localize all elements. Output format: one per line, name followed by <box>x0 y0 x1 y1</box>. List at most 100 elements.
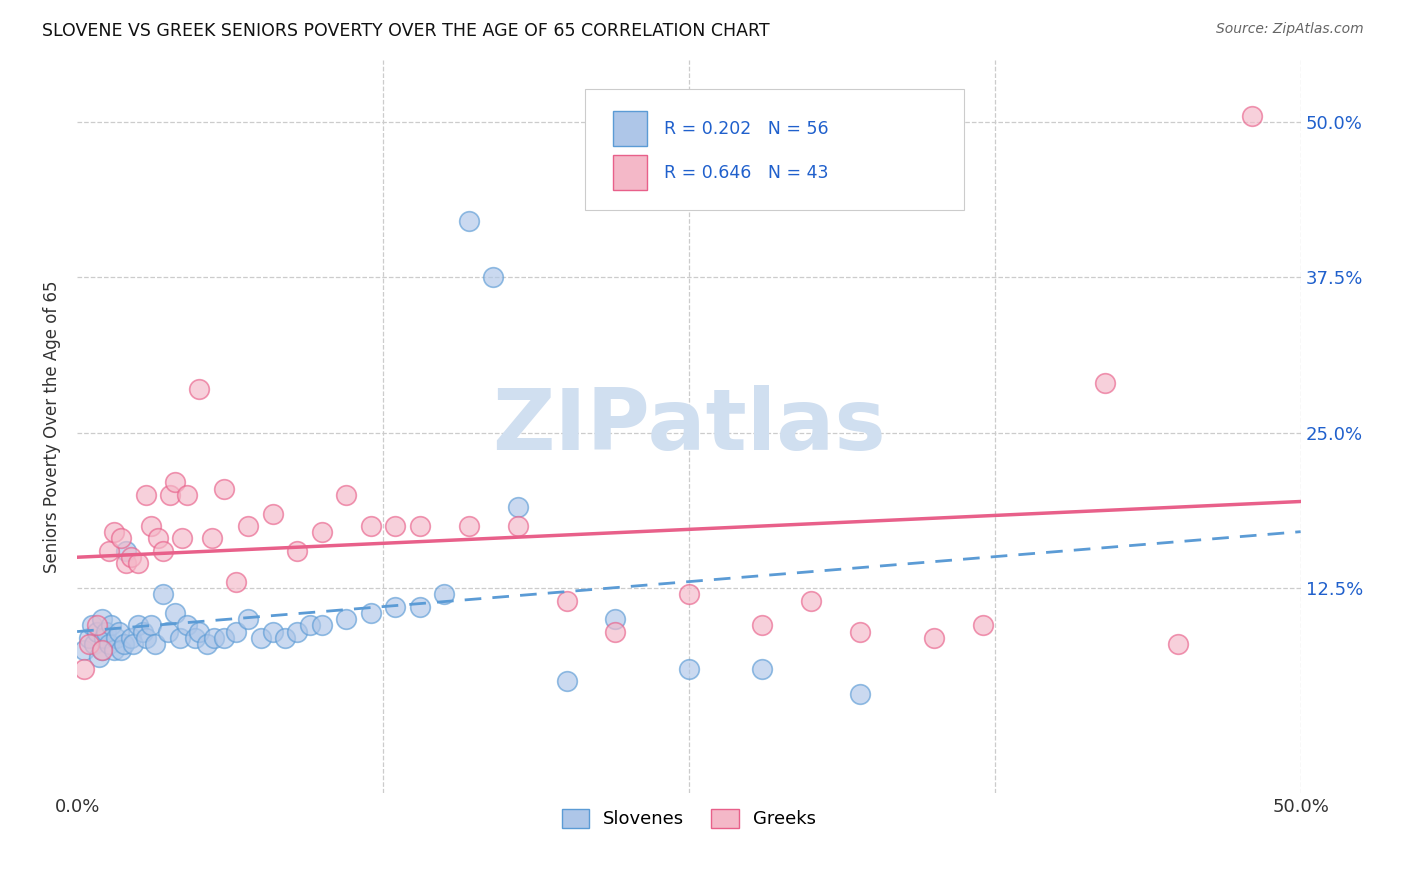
Point <box>360 519 382 533</box>
Point <box>311 618 333 632</box>
Point <box>238 612 260 626</box>
Point <box>800 593 823 607</box>
Point <box>115 556 138 570</box>
Point <box>169 631 191 645</box>
Point <box>73 643 96 657</box>
Point <box>212 631 235 645</box>
Point <box>922 631 945 645</box>
Point <box>163 606 186 620</box>
Point <box>87 649 110 664</box>
Point <box>457 519 479 533</box>
FancyBboxPatch shape <box>613 155 647 190</box>
Point <box>80 618 103 632</box>
Point <box>100 618 122 632</box>
Point <box>605 624 627 639</box>
Point <box>115 544 138 558</box>
Point <box>127 556 149 570</box>
Point <box>1094 376 1116 390</box>
Point <box>176 618 198 632</box>
Point <box>285 624 308 639</box>
Point <box>751 662 773 676</box>
Point <box>384 519 406 533</box>
Point <box>73 662 96 676</box>
Point <box>146 532 169 546</box>
Point <box>90 612 112 626</box>
Text: R = 0.646   N = 43: R = 0.646 N = 43 <box>665 163 830 182</box>
Point <box>176 488 198 502</box>
Point <box>86 624 108 639</box>
Point <box>122 637 145 651</box>
Point <box>225 574 247 589</box>
Point <box>159 488 181 502</box>
Point <box>163 475 186 490</box>
Text: Source: ZipAtlas.com: Source: ZipAtlas.com <box>1216 22 1364 37</box>
Point <box>107 624 129 639</box>
Point <box>90 643 112 657</box>
Point <box>506 500 529 515</box>
Point <box>90 643 112 657</box>
Point <box>97 544 120 558</box>
Point <box>96 624 118 639</box>
Point <box>172 532 194 546</box>
Point <box>482 270 505 285</box>
Point <box>408 599 430 614</box>
Point <box>139 519 162 533</box>
FancyBboxPatch shape <box>613 111 647 146</box>
Point <box>93 631 115 645</box>
Point <box>433 587 456 601</box>
Text: SLOVENE VS GREEK SENIORS POVERTY OVER THE AGE OF 65 CORRELATION CHART: SLOVENE VS GREEK SENIORS POVERTY OVER TH… <box>42 22 770 40</box>
Point <box>311 525 333 540</box>
Point <box>849 687 872 701</box>
Point <box>202 631 225 645</box>
Point <box>83 637 105 651</box>
Point <box>139 618 162 632</box>
Point <box>103 643 125 657</box>
Point <box>249 631 271 645</box>
Point <box>79 631 101 645</box>
Point <box>274 631 297 645</box>
Point <box>1240 109 1263 123</box>
Point <box>335 612 357 626</box>
Point <box>120 631 142 645</box>
Point <box>112 637 135 651</box>
Point <box>135 488 157 502</box>
Point <box>156 624 179 639</box>
Point <box>1167 637 1189 651</box>
Point <box>751 618 773 632</box>
Point <box>152 544 174 558</box>
Point <box>555 593 578 607</box>
Point <box>678 662 700 676</box>
Point <box>183 631 205 645</box>
Point <box>110 532 132 546</box>
Point <box>225 624 247 639</box>
Point <box>97 637 120 651</box>
Point <box>972 618 994 632</box>
Point <box>335 488 357 502</box>
Point <box>152 587 174 601</box>
Point <box>408 519 430 533</box>
Point <box>201 532 224 546</box>
Point <box>506 519 529 533</box>
Point <box>135 631 157 645</box>
Point <box>188 624 211 639</box>
Text: R = 0.202   N = 56: R = 0.202 N = 56 <box>665 120 830 137</box>
Point <box>110 643 132 657</box>
Point <box>238 519 260 533</box>
Point <box>457 214 479 228</box>
Point <box>145 637 167 651</box>
Legend: Slovenes, Greeks: Slovenes, Greeks <box>554 802 824 836</box>
Point <box>132 624 155 639</box>
Point <box>605 612 627 626</box>
Point <box>212 482 235 496</box>
Text: ZIPatlas: ZIPatlas <box>492 385 886 468</box>
Point <box>86 618 108 632</box>
FancyBboxPatch shape <box>585 89 965 210</box>
Point <box>127 618 149 632</box>
Point <box>262 624 284 639</box>
Point <box>384 599 406 614</box>
Point <box>188 382 211 396</box>
Point <box>360 606 382 620</box>
Y-axis label: Seniors Poverty Over the Age of 65: Seniors Poverty Over the Age of 65 <box>44 280 60 573</box>
Point <box>678 587 700 601</box>
Point <box>120 550 142 565</box>
